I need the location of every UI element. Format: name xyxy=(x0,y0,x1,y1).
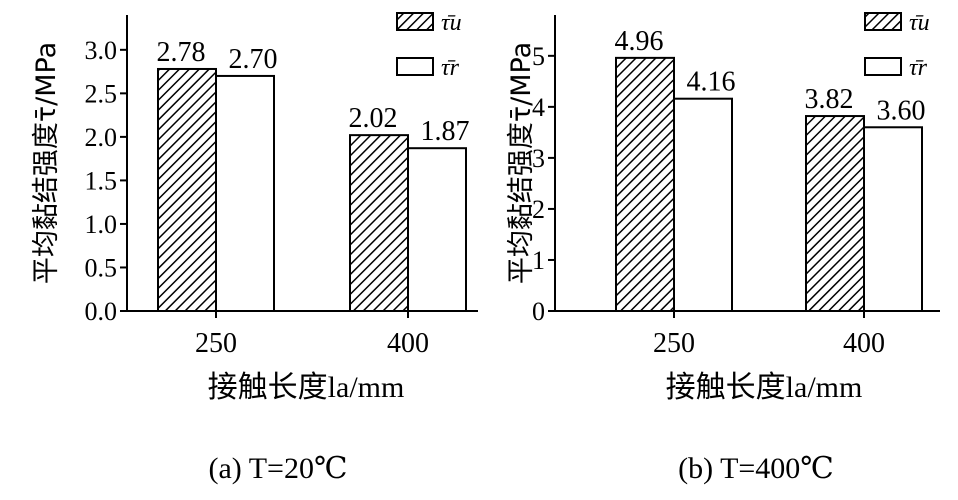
x-tick-label: 400 xyxy=(843,328,885,359)
y-tick-label: 1.0 xyxy=(85,210,118,239)
y-tick-label: 5 xyxy=(532,42,545,71)
bar-tau-u-400 xyxy=(349,134,409,312)
legend-swatch-tau-r xyxy=(864,57,902,76)
chart-a: 0.0 0.5 1.0 1.5 2.0 2.5 3.0 250 400 2.78 2.02 2.70 1… xyxy=(31,10,478,485)
y-tick-label: 0.5 xyxy=(85,253,118,282)
bar-tau-r-250 xyxy=(673,97,733,312)
y-tick-label: 0.0 xyxy=(85,297,118,326)
y-axis-label: 平均黏结强度τ̄/MPa xyxy=(506,42,537,284)
y-tick-label: 1.5 xyxy=(85,166,118,195)
data-label: 2.70 xyxy=(229,44,278,75)
legend-label-tau-r: τ̄r xyxy=(909,55,928,81)
y-axis-label: 平均黏结强度τ̄/MPa xyxy=(31,42,62,284)
legend-swatch-tau-r xyxy=(396,57,434,76)
x-axis-label: 接触长度la/mm xyxy=(666,371,863,404)
bar-tau-r-400 xyxy=(863,126,923,312)
y-tick-label: 2.5 xyxy=(85,79,118,108)
data-label: 2.78 xyxy=(157,37,206,68)
data-label: 4.16 xyxy=(687,67,736,98)
x-tick-label: 400 xyxy=(387,328,429,359)
data-label: 3.82 xyxy=(805,84,854,115)
x-axis-label: 接触长度la/mm xyxy=(208,371,405,404)
y-tick-label: 0 xyxy=(532,297,545,326)
x-tick-label: 250 xyxy=(195,328,237,359)
data-label: 2.02 xyxy=(349,103,398,134)
legend-swatch-tau-u xyxy=(396,12,434,31)
y-tick-label: 1 xyxy=(532,246,545,275)
y-tick-label: 4 xyxy=(532,93,545,122)
x-tick-label: 250 xyxy=(653,328,695,359)
bar-tau-u-250 xyxy=(615,56,675,312)
y-tick-label: 2.0 xyxy=(85,123,118,152)
chart-caption: (a) T=20℃ xyxy=(208,452,347,485)
chart-b: 0 1 2 3 4 5 250 400 4.96 3.82 4.16 3.60 τ̄u τ̄r 平均黏结强度… xyxy=(506,10,940,485)
bar-tau-u-250 xyxy=(157,67,217,312)
chart-caption: (b) T=400℃ xyxy=(678,452,834,485)
y-tick-label: 3.0 xyxy=(85,36,118,65)
data-label: 4.96 xyxy=(615,26,664,57)
legend-label-tau-r: τ̄r xyxy=(441,55,460,81)
legend-label-tau-u: τ̄u xyxy=(909,10,930,36)
bar-tau-r-400 xyxy=(407,147,467,312)
y-tick-label: 3 xyxy=(532,144,545,173)
y-tick-label: 2 xyxy=(532,195,545,224)
data-label: 3.60 xyxy=(877,95,926,126)
bar-tau-u-400 xyxy=(805,115,865,312)
data-label: 1.87 xyxy=(421,116,470,147)
legend-swatch-tau-u xyxy=(864,12,902,31)
legend-label-tau-u: τ̄u xyxy=(441,10,462,36)
bar-tau-r-250 xyxy=(215,74,275,312)
